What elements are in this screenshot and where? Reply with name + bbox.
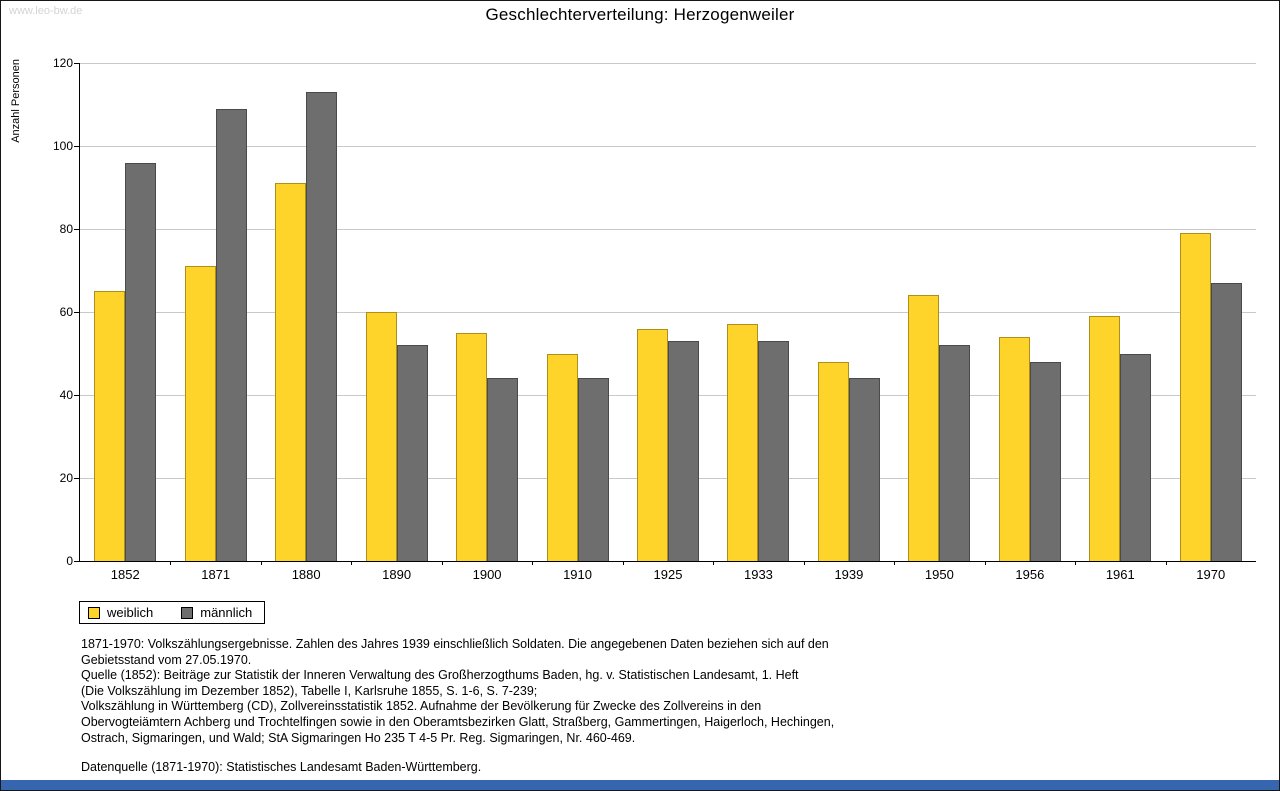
bar-weiblich [456,332,488,561]
x-tick-label: 1950 [924,567,954,582]
plot-area: 0 20 40 60 80 100 120 1852 1871 1880 1890 1900 1910 1… [53,56,1256,582]
source-line: Datenquelle (1871-1970): Statistisches L… [81,760,482,775]
x-tick-mark [622,561,624,565]
bar-männlich [939,345,971,561]
y-tick-label: 100 [52,139,73,153]
y-tick-label: 40 [59,388,73,402]
bar-weiblich [908,295,940,561]
x-tick-label: 1925 [653,567,683,582]
grid-line [80,229,1256,230]
y-tick-mark [74,312,80,313]
y-tick-label: 20 [59,471,73,485]
bar-weiblich [1179,233,1211,561]
bar-weiblich [817,361,849,561]
y-tick-mark [74,63,80,64]
grid-line [80,63,1256,64]
x-tick-label: 1852 [110,567,140,582]
x-tick-mark [170,561,172,565]
y-tick-mark [74,478,80,479]
footnote-line: (Die Volkszählung im Dezember 1852), Tab… [81,683,538,698]
x-tick-label: 1910 [563,567,592,582]
footnotes: 1871-1970: Volkszählungsergebnisse. Zahl… [81,637,834,776]
footnote-line: 1871-1970: Volkszählungsergebnisse. Zahl… [81,637,829,651]
y-tick-mark [74,146,80,147]
x-tick-mark [1075,561,1077,565]
y-tick-label: 0 [66,554,73,568]
bar-männlich [848,378,880,561]
legend-item: weiblich [88,605,153,620]
y-tick-mark [74,395,80,396]
y-tick-label: 120 [52,56,73,70]
x-tick-label: 1900 [472,567,502,582]
x-tick-mark [1165,561,1167,565]
x-tick-label: 1939 [834,567,864,582]
x-tick-label: 1933 [743,567,773,582]
legend-label: männlich [200,605,253,620]
bar-männlich [125,162,157,561]
bar-weiblich [727,324,759,561]
bar-männlich [668,341,699,561]
bar-männlich [758,341,790,561]
x-tick-mark [441,561,443,565]
footer-bar [1,780,1279,790]
bar-männlich [306,92,338,561]
bar-männlich [1210,282,1242,561]
page-title: Geschlechterverteilung: Herzogenweiler [485,5,795,24]
y-axis-label: Anzahl Personen [10,59,22,143]
y-tick-label: 80 [59,222,73,236]
bar-weiblich [275,183,307,561]
x-tick-label: 1880 [291,567,321,582]
legend-label: weiblich [107,605,154,620]
legend-swatch [181,606,194,619]
legend-item: männlich [181,605,252,620]
x-tick-mark [803,561,805,565]
bar-weiblich [94,291,126,561]
bar-weiblich [637,328,668,561]
bar-männlich [396,345,428,561]
grid-line [80,312,1256,313]
x-tick-mark [984,561,986,565]
x-tick-label: 1970 [1196,567,1226,582]
footnote-line: Volkszählung in Württemberg (CD), Zollve… [81,699,762,714]
bar-männlich [487,378,519,561]
x-tick-mark [894,561,896,565]
y-tick-label: 60 [59,305,73,319]
x-tick-label: 1871 [201,567,231,582]
footnote-line: Gebietsstand vom 27.05.1970. [81,652,252,667]
footnote-line: Ostrach, Sigmaringen, und Wald; StA Sigm… [81,730,636,745]
bar-weiblich [184,266,216,561]
site-watermark: www.leo-bw.de [9,5,83,17]
x-tick-mark [260,561,262,565]
bar-männlich [1120,353,1152,561]
bar-männlich [1029,361,1061,561]
x-tick-mark [532,561,534,565]
bar-weiblich [546,353,578,561]
footnote-line: Obervogteiämtern Achberg und Trochtelfin… [81,714,835,729]
grid-line [80,146,1256,147]
bar-weiblich [998,336,1030,561]
bar-männlich [577,378,609,561]
legend: weiblich männlich [79,601,266,624]
x-tick-mark [351,561,353,565]
bar-weiblich [365,312,397,561]
bar-weiblich [1089,316,1121,561]
x-tick-label: 1890 [382,567,412,582]
footnote-line: Quelle (1852): Beiträge zur Statistik de… [81,668,799,683]
x-tick-label: 1956 [1015,567,1045,582]
legend-swatch [88,606,100,619]
y-tick-mark [74,561,80,562]
y-tick-mark [74,229,80,230]
x-tick-label: 1961 [1105,567,1135,582]
bar-männlich [215,108,247,561]
x-tick-mark [713,561,715,565]
